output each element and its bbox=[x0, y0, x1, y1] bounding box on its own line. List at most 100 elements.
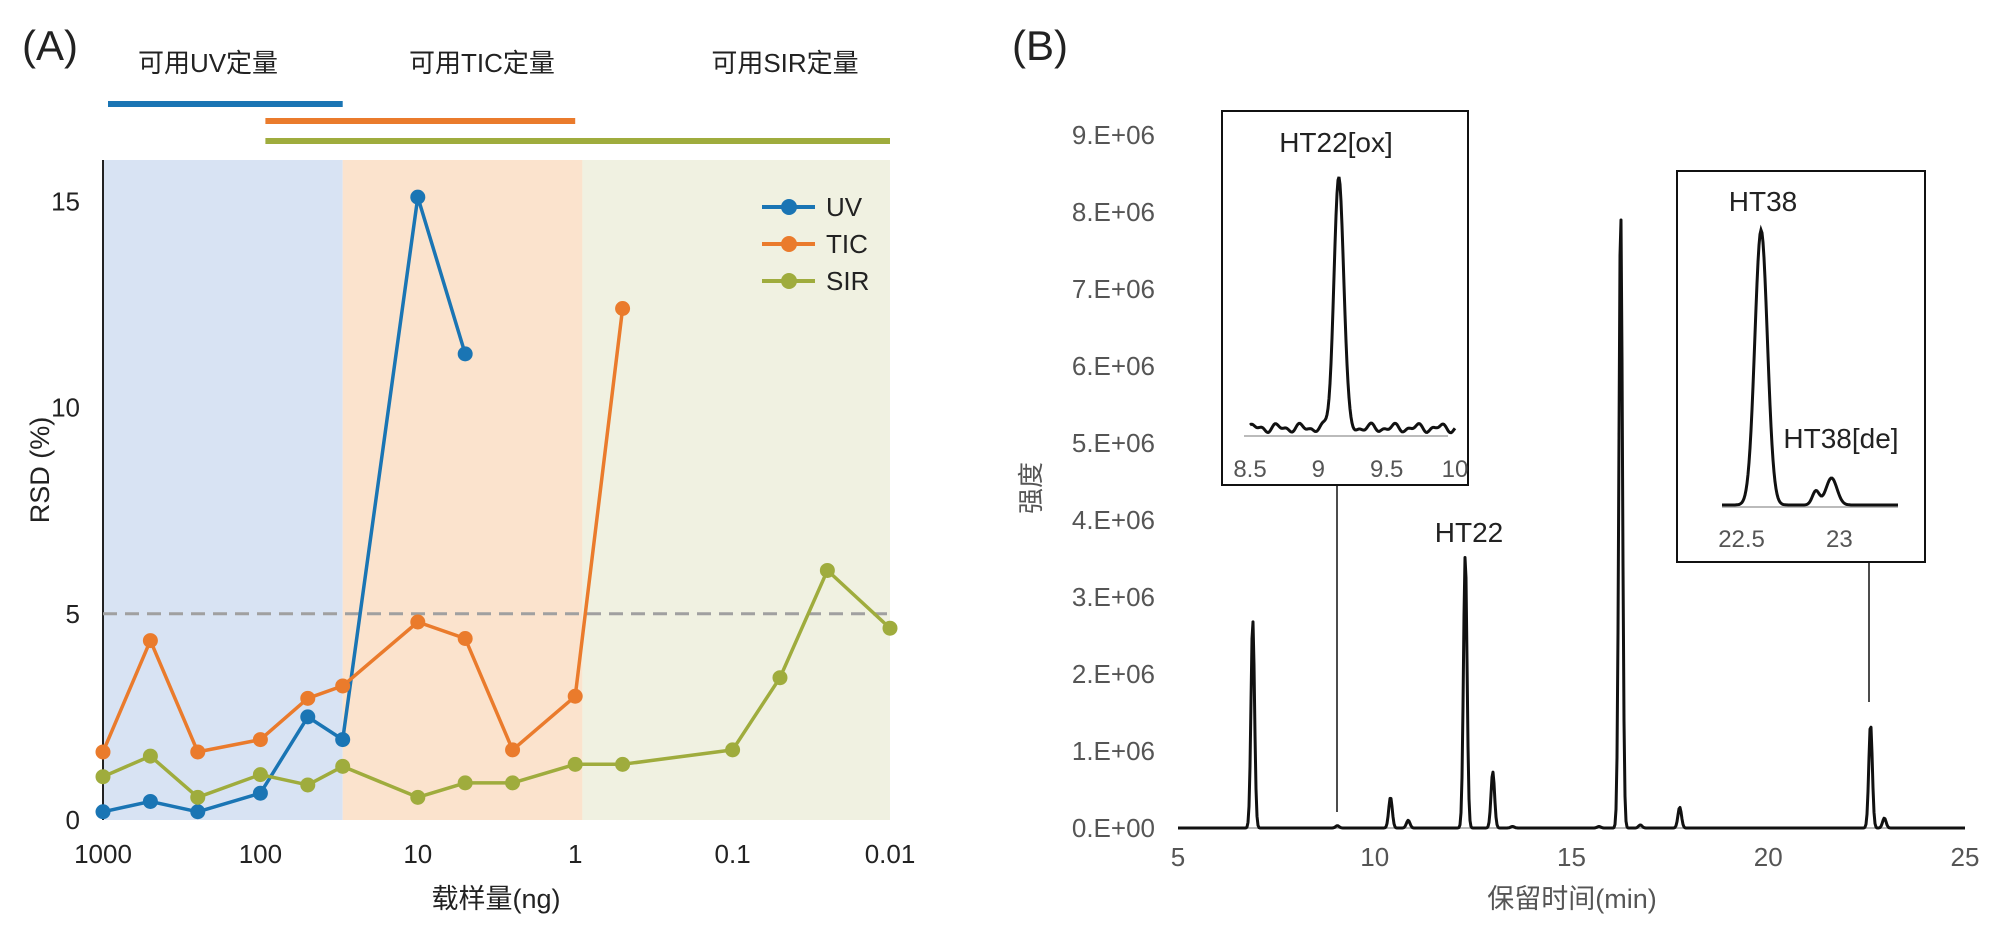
y-tick-label-b: 0.E+00 bbox=[1072, 813, 1155, 843]
range-bar-0 bbox=[108, 101, 343, 107]
inset-b-tick-label: 23 bbox=[1826, 526, 1853, 553]
data-point-tic bbox=[190, 744, 206, 760]
inset-b-tick-label: 22.5 bbox=[1718, 526, 1765, 553]
data-point-tic bbox=[567, 688, 583, 704]
background-band-0 bbox=[103, 160, 343, 820]
y-axis-label-b: 强度 bbox=[1016, 462, 1046, 514]
data-point-tic bbox=[615, 301, 631, 316]
legend-label-tic: TIC bbox=[826, 229, 868, 259]
data-point-tic bbox=[252, 732, 268, 748]
x-tick-label: 0.1 bbox=[715, 839, 751, 869]
x-tick-label: 100 bbox=[239, 839, 282, 869]
data-point-tic bbox=[300, 690, 316, 706]
data-point-sir bbox=[95, 769, 111, 785]
data-point-sir bbox=[410, 789, 426, 805]
data-point-uv bbox=[410, 189, 426, 205]
peak-label-ht22: HT22 bbox=[1435, 517, 1503, 548]
y-tick-label: 0 bbox=[66, 805, 80, 835]
data-point-sir bbox=[142, 748, 158, 764]
data-point-uv bbox=[190, 804, 206, 820]
data-point-sir bbox=[772, 670, 788, 686]
y-tick-label-b: 2.E+06 bbox=[1072, 659, 1155, 689]
x-axis-label-b: 保留时间(min) bbox=[1487, 884, 1657, 914]
range-label-tic: 可用TIC定量 bbox=[409, 48, 555, 78]
data-point-sir bbox=[190, 789, 206, 805]
legend-marker-tic bbox=[781, 236, 797, 252]
y-tick-label-b: 9.E+06 bbox=[1072, 120, 1155, 150]
data-point-uv bbox=[457, 346, 473, 362]
panel-b: (B) 0.E+00 1.E+06 2.E+06 3.E+06 4.E+06 5.E+06… bbox=[1012, 22, 1979, 914]
range-label-uv: 可用UV定量 bbox=[138, 48, 278, 78]
data-point-sir bbox=[882, 620, 898, 636]
y-tick-label-b: 8.E+06 bbox=[1072, 197, 1155, 227]
y-tick-label: 15 bbox=[51, 186, 80, 216]
inset-a-title: HT22[ox] bbox=[1279, 127, 1393, 158]
y-tick-labels-b: 0.E+00 1.E+06 2.E+06 3.E+06 4.E+06 5.E+06 6.E+… bbox=[1072, 120, 1155, 843]
x-tick-label-b: 20 bbox=[1754, 842, 1783, 872]
range-bar-2 bbox=[265, 138, 890, 144]
x-tick-label-b: 10 bbox=[1360, 842, 1389, 872]
y-tick-labels: 0 5 10 15 bbox=[51, 186, 80, 835]
inset-a-tick-label: 9.5 bbox=[1370, 456, 1403, 483]
data-point-sir bbox=[505, 775, 521, 791]
y-tick-label-b: 5.E+06 bbox=[1072, 428, 1155, 458]
inset-a-tick-label: 10 bbox=[1442, 456, 1469, 483]
background-band-1 bbox=[342, 160, 583, 820]
data-point-sir bbox=[335, 758, 351, 774]
panel-a-label: (A) bbox=[22, 22, 78, 69]
data-point-tic bbox=[457, 631, 473, 646]
data-point-tic bbox=[410, 614, 426, 630]
x-tick-label: 1 bbox=[568, 839, 582, 869]
background-band-2 bbox=[582, 160, 890, 820]
series-line-uv bbox=[102, 195, 467, 814]
data-point-tic bbox=[335, 678, 351, 694]
inset-a-tick-label: 9 bbox=[1312, 456, 1325, 483]
x-tick-label: 0.01 bbox=[865, 839, 916, 869]
panel-b-label: (B) bbox=[1012, 22, 1068, 69]
inset-b-title: HT38 bbox=[1729, 186, 1797, 217]
x-tick-label: 1000 bbox=[74, 839, 132, 869]
inset-a: HT22[ox] 8.5 9 9.5 10 bbox=[1221, 110, 1469, 486]
inset-b-frame bbox=[1676, 170, 1926, 563]
legend: UV TIC SIR bbox=[762, 192, 869, 296]
data-point-sir bbox=[725, 742, 741, 758]
background-bands bbox=[103, 160, 890, 820]
x-tick-labels-b: 5 10 15 20 25 bbox=[1171, 842, 1980, 872]
inset-b-trace bbox=[1722, 224, 1898, 507]
range-bars bbox=[108, 101, 890, 144]
data-point-tic bbox=[95, 744, 111, 760]
y-tick-label: 5 bbox=[66, 599, 80, 629]
data-point-sir bbox=[567, 756, 583, 772]
data-point-tic bbox=[505, 742, 521, 758]
x-tick-label: 10 bbox=[403, 839, 432, 869]
legend-label-sir: SIR bbox=[826, 266, 869, 296]
legend-marker-uv bbox=[781, 199, 797, 215]
data-point-sir bbox=[819, 562, 835, 578]
x-tick-label-b: 5 bbox=[1171, 842, 1185, 872]
data-point-tic bbox=[142, 633, 158, 649]
data-point-sir bbox=[457, 775, 473, 791]
x-tick-label-b: 15 bbox=[1557, 842, 1586, 872]
data-point-uv bbox=[95, 804, 111, 820]
inset-a-tick-label: 8.5 bbox=[1233, 456, 1266, 483]
data-point-sir bbox=[300, 777, 316, 793]
x-tick-label-b: 25 bbox=[1951, 842, 1980, 872]
x-axis-label: 载样量(ng) bbox=[431, 884, 560, 914]
y-tick-label-b: 1.E+06 bbox=[1072, 736, 1155, 766]
inset-a-tick-labels: 8.5 9 9.5 10 bbox=[1233, 456, 1468, 483]
y-tick-label-b: 3.E+06 bbox=[1072, 582, 1155, 612]
data-point-sir bbox=[615, 756, 631, 772]
y-axis-label: RSD (%) bbox=[25, 417, 55, 524]
data-point-uv bbox=[142, 793, 158, 809]
y-tick-label-b: 6.E+06 bbox=[1072, 351, 1155, 381]
x-tick-labels: 1000 100 10 1 0.1 0.01 bbox=[74, 839, 915, 869]
inset-b-sub-label: HT38[de] bbox=[1783, 423, 1898, 454]
chromatogram-trace bbox=[1177, 218, 1966, 830]
data-point-sir bbox=[252, 767, 268, 783]
data-point-uv bbox=[335, 732, 351, 748]
range-label-sir: 可用SIR定量 bbox=[711, 48, 858, 78]
data-point-uv bbox=[252, 785, 268, 801]
legend-label-uv: UV bbox=[826, 192, 863, 222]
